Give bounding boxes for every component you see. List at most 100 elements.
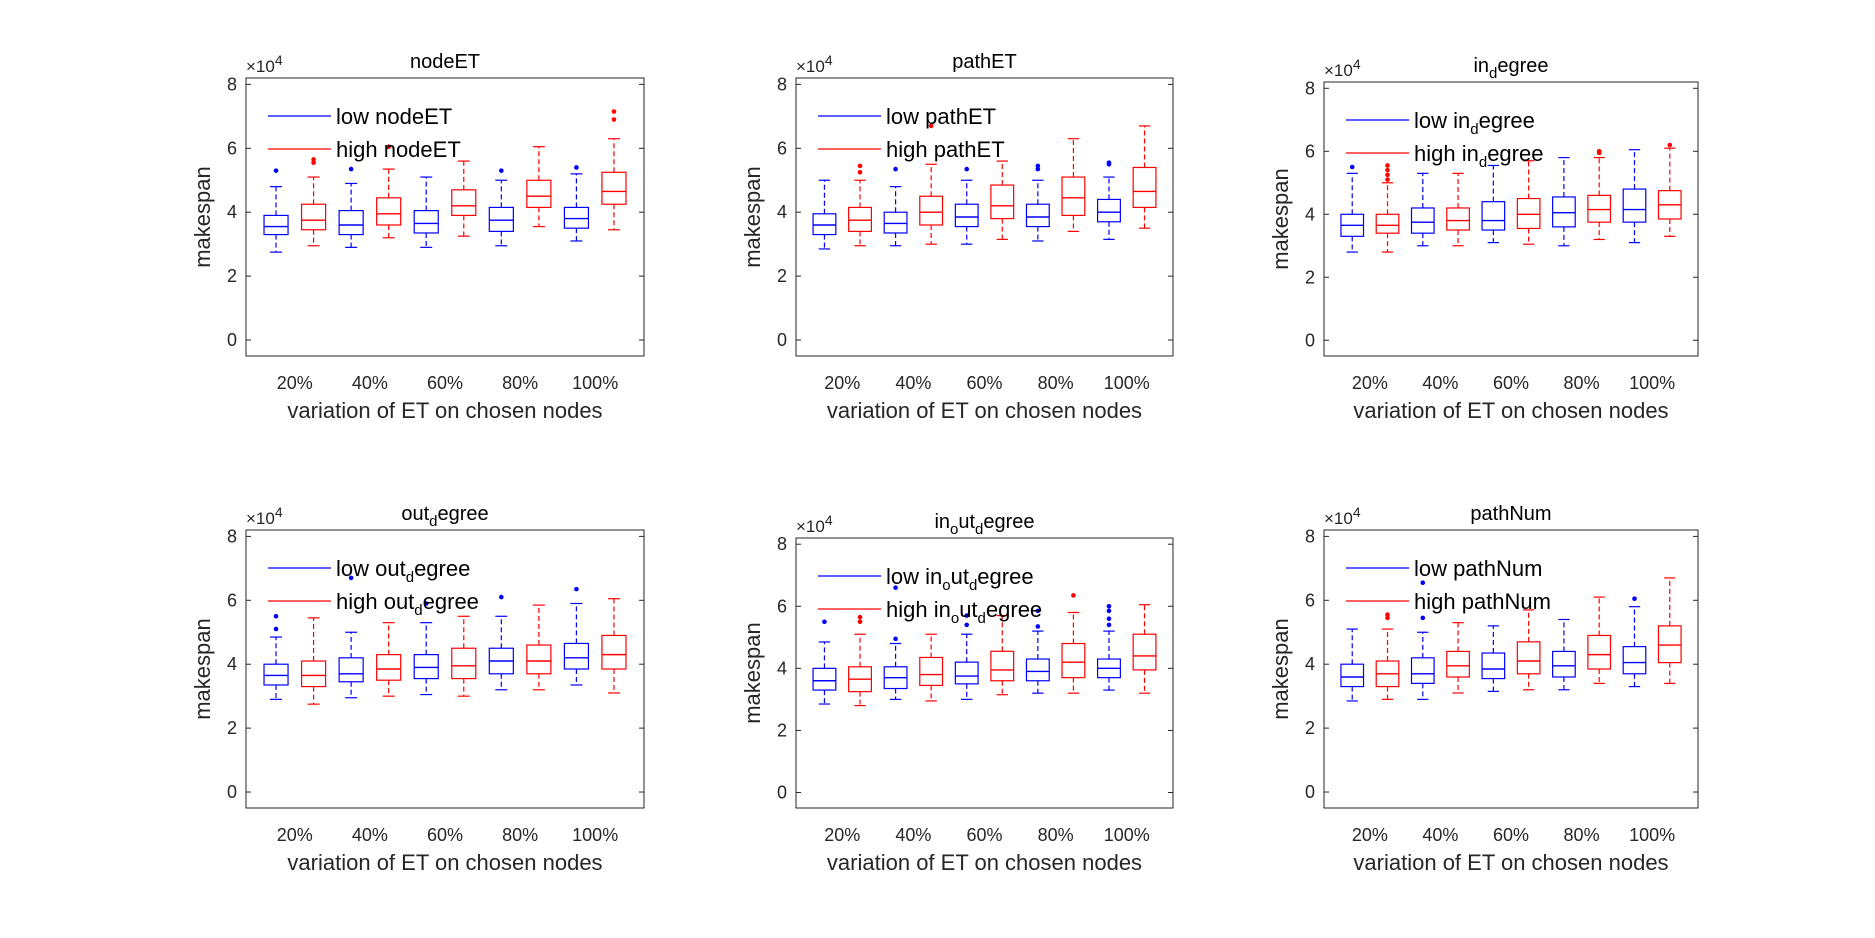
- box-low-4: [1025, 608, 1050, 694]
- box-high-1: [848, 614, 873, 707]
- outlier-point: [1106, 622, 1112, 628]
- y-axis-label: makespan: [1268, 618, 1293, 720]
- box-iqr: [919, 195, 944, 226]
- outlier-point: [1106, 160, 1112, 165]
- y-exponent-label: ×104: [1324, 56, 1361, 80]
- outlier-point: [273, 626, 279, 632]
- outlier-point: [1385, 167, 1390, 173]
- box-iqr: [812, 667, 837, 691]
- box-low-4: [488, 168, 514, 247]
- box-high-5: [1657, 577, 1682, 684]
- box-iqr: [812, 213, 837, 236]
- y-tick-label: 0: [227, 782, 237, 802]
- box-iqr: [1516, 197, 1541, 230]
- y-exponent-label: ×104: [796, 52, 833, 76]
- y-tick-label: 4: [777, 202, 787, 222]
- box-iqr: [1025, 658, 1050, 682]
- subplot-title: outdegree: [401, 503, 488, 530]
- box-low-5: [1622, 596, 1647, 688]
- subplot-1: 0 2 4 6 8 20% 40% 60% 80% 100% low nodeET high node…: [190, 51, 645, 423]
- box-iqr: [1552, 196, 1576, 228]
- box-low-1: [1340, 164, 1365, 253]
- y-exponent-label: ×104: [246, 504, 283, 528]
- y-axis-label: makespan: [740, 622, 765, 724]
- box-high-4: [1061, 593, 1086, 694]
- box-high-4: [1061, 138, 1086, 232]
- outlier-point: [822, 619, 827, 625]
- y-tick-label: 8: [1305, 78, 1315, 98]
- box-high-3: [990, 160, 1015, 240]
- box-high-1: [1375, 612, 1400, 700]
- box-high-3: [1516, 160, 1541, 245]
- box-iqr: [1061, 176, 1086, 217]
- box-low-4: [488, 594, 514, 691]
- box-iqr: [1132, 166, 1157, 209]
- x-tick-label: 100%: [1629, 825, 1675, 845]
- box-high-5: [601, 598, 627, 694]
- box-high-2: [1446, 622, 1470, 694]
- legend-label: high pathET: [886, 137, 1005, 162]
- y-tick-label: 2: [227, 718, 237, 738]
- legend-label: low pathET: [886, 104, 996, 129]
- axes-box: [1323, 81, 1699, 357]
- y-tick-label: 2: [227, 266, 237, 286]
- y-tick-label: 8: [227, 526, 237, 546]
- box-low-1: [263, 168, 289, 253]
- box-iqr: [488, 206, 514, 232]
- legend-label: low outdegree: [336, 556, 470, 586]
- box-iqr: [263, 663, 289, 686]
- x-tick-label: 20%: [277, 373, 313, 393]
- x-tick-label: 100%: [572, 373, 618, 393]
- outlier-point: [1596, 148, 1602, 154]
- box-high-2: [1446, 172, 1470, 247]
- x-tick-label: 80%: [502, 373, 538, 393]
- subplot-title: pathNum: [1470, 503, 1551, 525]
- x-tick-label: 60%: [1493, 373, 1529, 393]
- x-tick-label: 40%: [1422, 825, 1458, 845]
- outlier-point: [1035, 608, 1041, 614]
- outlier-point: [1349, 164, 1355, 170]
- outlier-point: [964, 613, 970, 618]
- x-tick-label: 40%: [1422, 373, 1458, 393]
- box-low-5: [563, 586, 590, 686]
- box-low-2: [338, 166, 364, 248]
- outlier-point: [574, 165, 579, 170]
- box-iqr: [1340, 663, 1365, 688]
- box-high-3: [451, 615, 477, 697]
- subplot-title: inoutdegree: [934, 511, 1034, 538]
- subplot-title: pathET: [952, 51, 1016, 73]
- outlier-point: [311, 157, 316, 162]
- y-tick-label: 8: [777, 74, 787, 94]
- box-low-3: [1481, 625, 1506, 692]
- box-high-2: [919, 633, 944, 702]
- x-tick-label: 80%: [502, 825, 538, 845]
- outlier-point: [1035, 163, 1041, 169]
- outlier-point: [1385, 177, 1390, 182]
- box-low-2: [883, 585, 908, 700]
- x-tick-label: 40%: [895, 373, 931, 393]
- x-tick-label: 20%: [1352, 825, 1388, 845]
- subplot-5: 0 2 4 6 8 20% 40% 60% 80% 100% low inoutdegreehigh…: [740, 511, 1174, 875]
- box-iqr: [563, 206, 590, 229]
- box-high-3: [451, 160, 477, 237]
- legend-label: low pathNum: [1414, 556, 1542, 581]
- y-tick-label: 0: [777, 330, 787, 350]
- outlier-point: [1071, 593, 1076, 598]
- box-iqr: [990, 650, 1015, 682]
- box-low-1: [812, 619, 837, 705]
- box-iqr: [1410, 207, 1435, 234]
- x-tick-label: 100%: [1629, 373, 1675, 393]
- box-iqr: [338, 657, 364, 683]
- box-low-4: [1025, 163, 1050, 242]
- axes-box: [795, 77, 1174, 357]
- box-low-1: [263, 613, 289, 700]
- box-iqr: [300, 203, 327, 231]
- outlier-point: [893, 636, 898, 642]
- y-tick-label: 8: [1305, 526, 1315, 546]
- y-tick-label: 4: [777, 658, 787, 678]
- box-low-2: [883, 166, 908, 247]
- box-iqr: [1481, 201, 1506, 231]
- x-tick-label: 100%: [572, 825, 618, 845]
- y-tick-label: 6: [227, 590, 237, 610]
